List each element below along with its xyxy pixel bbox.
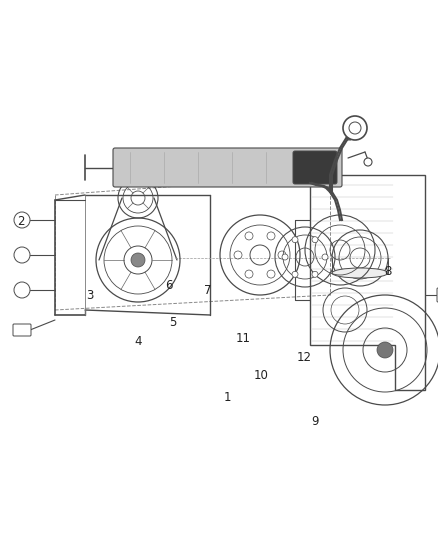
FancyBboxPatch shape [293,151,337,184]
Text: 11: 11 [236,332,251,345]
FancyBboxPatch shape [13,324,31,336]
Text: 9: 9 [311,415,319,427]
Circle shape [377,342,393,358]
Circle shape [364,158,372,166]
Text: 7: 7 [204,284,212,297]
Circle shape [312,271,318,277]
Text: 3: 3 [86,289,93,302]
Text: 8: 8 [384,265,391,278]
Ellipse shape [332,268,388,278]
Text: 2: 2 [17,215,25,228]
Text: 10: 10 [253,369,268,382]
Circle shape [349,122,361,134]
FancyBboxPatch shape [113,148,342,187]
Circle shape [282,254,288,260]
Circle shape [14,212,30,228]
Text: 5: 5 [170,316,177,329]
FancyBboxPatch shape [437,288,438,302]
Circle shape [322,254,328,260]
Text: 4: 4 [134,335,142,348]
Circle shape [14,247,30,263]
Circle shape [131,253,145,267]
Circle shape [14,282,30,298]
Text: 12: 12 [297,351,312,364]
Text: 1: 1 [224,391,232,403]
Circle shape [312,237,318,243]
Text: 6: 6 [165,279,173,292]
Circle shape [292,271,298,277]
Circle shape [292,237,298,243]
Circle shape [343,116,367,140]
